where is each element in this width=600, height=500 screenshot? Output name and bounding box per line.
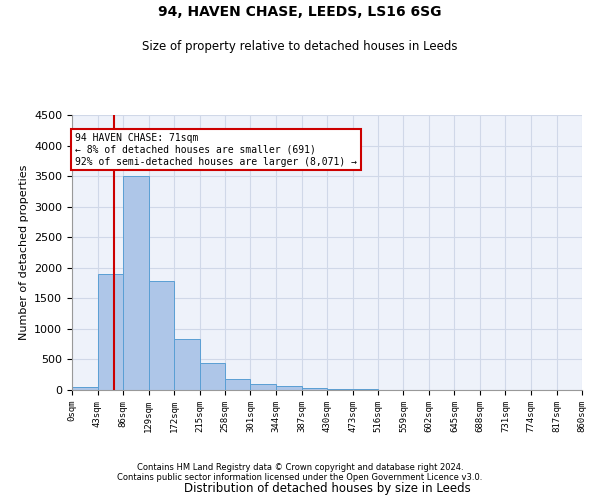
Bar: [149, 281, 174, 390]
Text: 94 HAVEN CHASE: 71sqm
← 8% of detached houses are smaller (691)
92% of semi-deta: 94 HAVEN CHASE: 71sqm ← 8% of detached h…: [75, 134, 357, 166]
Bar: [276, 386, 302, 390]
Text: Contains HM Land Registry data © Crown copyright and database right 2024.: Contains HM Land Registry data © Crown c…: [137, 464, 463, 472]
Bar: [174, 340, 199, 390]
Y-axis label: Number of detached properties: Number of detached properties: [19, 165, 29, 340]
Bar: [97, 274, 123, 390]
Text: Contains public sector information licensed under the Open Government Licence v3: Contains public sector information licen…: [118, 474, 482, 482]
Bar: [251, 384, 276, 390]
Text: Distribution of detached houses by size in Leeds: Distribution of detached houses by size …: [184, 482, 470, 495]
Bar: [72, 387, 97, 390]
Bar: [225, 380, 251, 390]
Text: Size of property relative to detached houses in Leeds: Size of property relative to detached ho…: [142, 40, 458, 53]
Bar: [327, 389, 353, 390]
Bar: [123, 176, 149, 390]
Bar: [199, 363, 225, 390]
Bar: [302, 388, 327, 390]
Text: 94, HAVEN CHASE, LEEDS, LS16 6SG: 94, HAVEN CHASE, LEEDS, LS16 6SG: [158, 5, 442, 19]
